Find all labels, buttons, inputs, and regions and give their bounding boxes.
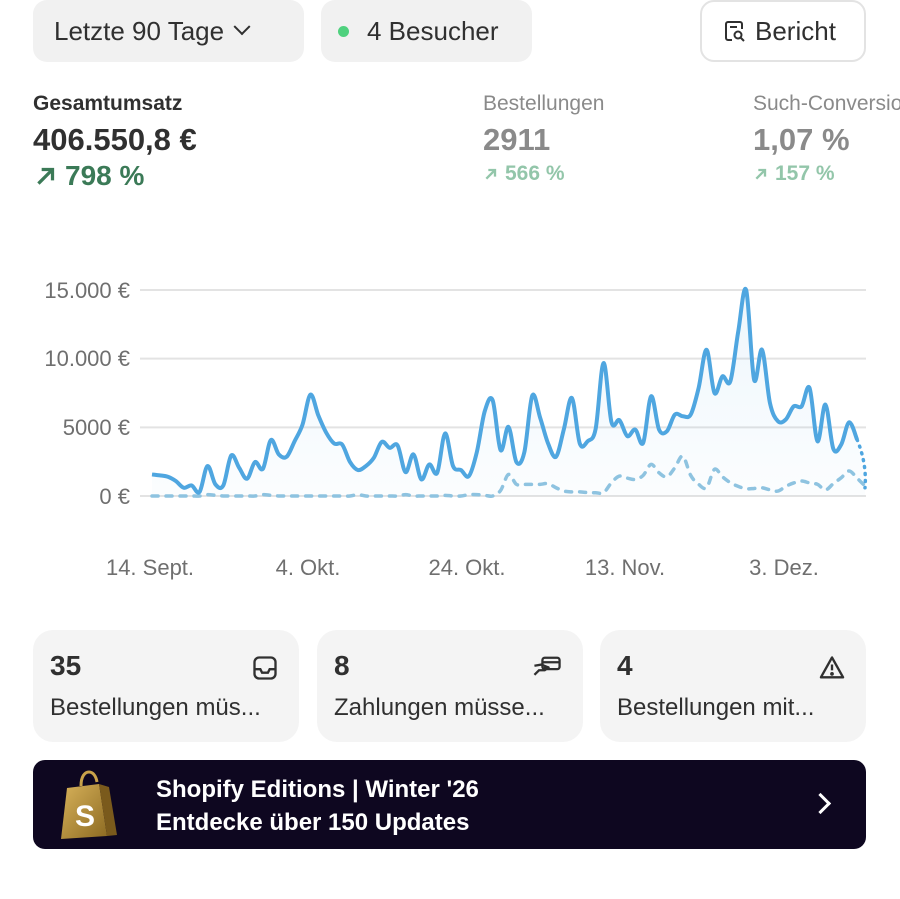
y-tick-label: 0 € (99, 484, 130, 509)
card-orders-to-fulfill[interactable]: 35 Bestellungen müs... (33, 630, 299, 742)
metric-search-conversion[interactable]: Such-Conversion 1,07 % 157 % (753, 92, 900, 186)
report-label: Bericht (755, 15, 836, 46)
y-tick-label: 10.000 € (44, 346, 130, 371)
payment-hand-icon (533, 656, 561, 676)
card-label: Bestellungen mit... (617, 694, 815, 721)
metric-change: 566 % (505, 162, 565, 185)
inbox-icon (253, 656, 277, 680)
comparison-series-line (150, 454, 867, 499)
banner-subtitle: Entdecke über 150 Updates (156, 809, 470, 836)
card-payments-to-capture[interactable]: 8 Zahlungen müsse... (317, 630, 583, 742)
metric-value: 1,07 % (753, 122, 850, 157)
x-tick-label: 24. Okt. (428, 555, 506, 580)
sales-area-fill (152, 288, 865, 496)
shopify-bag-logo: S (61, 770, 117, 839)
svg-text:S: S (75, 800, 95, 833)
metric-value: 2911 (483, 122, 551, 157)
metric-change: 798 % (65, 160, 145, 191)
metric-label: Bestellungen (483, 92, 605, 115)
warning-icon (819, 656, 845, 679)
arrow-up-right-icon (755, 168, 767, 180)
card-count: 8 (334, 650, 350, 681)
card-label: Zahlungen müsse... (334, 694, 545, 721)
date-range-label: Letzte 90 Tage (54, 15, 225, 46)
report-search-icon (725, 21, 745, 42)
metric-label: Such-Conversion (753, 92, 900, 115)
x-tick-label: 3. Dez. (749, 555, 819, 580)
x-tick-label: 4. Okt. (275, 555, 341, 580)
live-visitors-button[interactable]: 4 Besucher (321, 0, 532, 62)
report-button[interactable]: Bericht (700, 0, 866, 62)
metric-change: 157 % (775, 162, 835, 185)
card-label: Bestellungen müs... (50, 694, 261, 721)
metric-orders[interactable]: Bestellungen 2911 566 % (483, 92, 604, 186)
arrow-up-right-icon (485, 168, 497, 180)
banner-title: Shopify Editions | Winter '26 (156, 776, 479, 803)
sales-series-line (151, 286, 859, 495)
x-tick-label: 14. Sept. (105, 555, 195, 580)
chevron-right-icon (809, 792, 832, 815)
card-count: 35 (50, 650, 82, 681)
metric-label: Gesamtumsatz (33, 92, 183, 115)
y-tick-label: 15.000 € (44, 278, 130, 303)
sales-chart[interactable] (0, 0, 900, 600)
metric-value: 406.550,8 € (33, 122, 197, 157)
card-count: 4 (617, 650, 633, 681)
shopify-editions-banner[interactable]: S Shopify Editions | Winter '26 Entdecke… (33, 760, 866, 849)
date-range-selector[interactable]: Letzte 90 Tage (33, 0, 304, 62)
live-dot-icon (338, 25, 349, 37)
card-orders-with-risk[interactable]: 4 Bestellungen mit... (600, 630, 866, 742)
arrow-up-right-icon (37, 167, 55, 185)
x-tick-label: 13. Nov. (584, 555, 666, 580)
metric-total-sales[interactable]: Gesamtumsatz 406.550,8 € 798 % (33, 92, 197, 192)
visitors-label: 4 Besucher (367, 15, 499, 46)
y-tick-label: 5000 € (62, 415, 130, 440)
